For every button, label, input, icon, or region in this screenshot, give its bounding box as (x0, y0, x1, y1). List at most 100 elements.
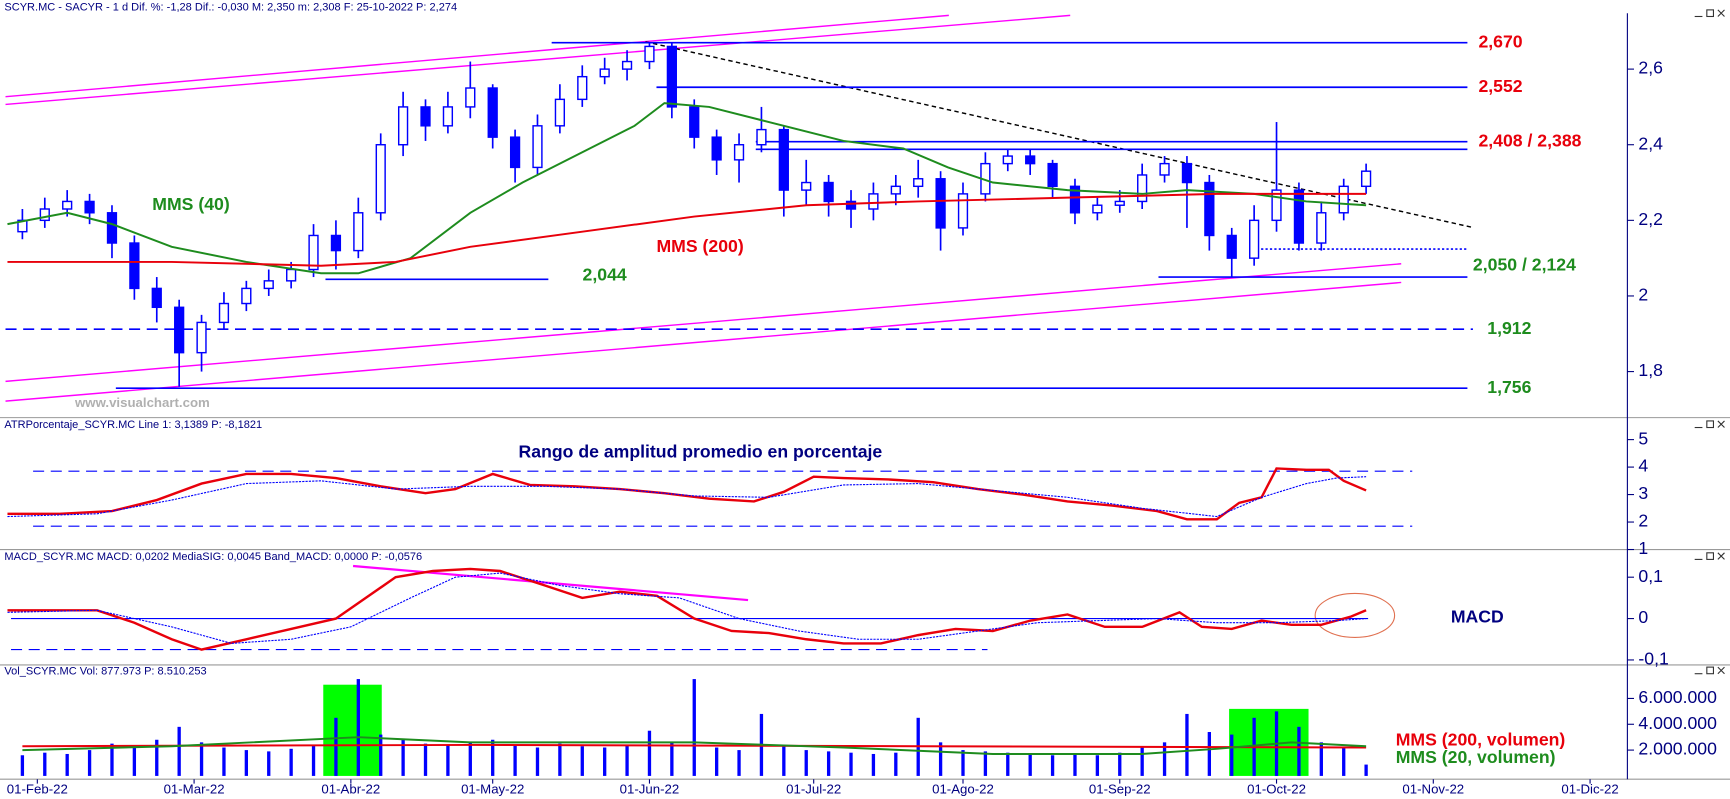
candle-body (801, 181, 812, 191)
channel-lines (5, 14, 1402, 602)
series-label: MMS (200) (656, 236, 743, 256)
candle-body (1025, 155, 1036, 165)
candle-body (778, 128, 789, 191)
highlight-zone (323, 684, 382, 776)
level-label: 2,408 / 2,388 (1478, 130, 1581, 150)
level-label: 2,044 (583, 265, 627, 285)
candle-body (733, 144, 745, 161)
volume-bar (65, 753, 69, 776)
maximize-icon (1706, 9, 1715, 18)
candle-body (890, 185, 901, 195)
volume-bar (1207, 732, 1212, 776)
candle-body (375, 144, 386, 214)
volume-bar (491, 739, 495, 776)
volume-bar (20, 755, 25, 776)
candle-body (1204, 181, 1215, 237)
annotation: MACD (1451, 606, 1504, 626)
volume-bar (558, 743, 562, 776)
volume-bar (625, 744, 629, 776)
candle-body (1002, 155, 1013, 165)
volume-bar (1342, 747, 1346, 776)
panel-header: Vol_SCYR.MC Vol: 877.973 P: 8.510.253 (4, 665, 206, 677)
candle-body (330, 234, 342, 252)
volume-bar (714, 747, 719, 776)
level-label: 2,552 (1478, 76, 1522, 96)
candle-body (397, 106, 409, 146)
plot-layer: SCYR.MC - SACYR - 1 d Dif. %: -1,28 Dif.… (4, 2, 1717, 797)
x-tick-label: 01-Nov-22 (1402, 782, 1464, 797)
volume-bar (423, 743, 428, 776)
candle-body (509, 136, 521, 169)
level-label: 1,756 (1487, 377, 1531, 397)
annotation: www.visualchart.com (74, 395, 210, 410)
volume-bar (603, 747, 607, 776)
panel-title: Rango de amplitud promedio en porcentaje (519, 441, 883, 461)
volume-bar (311, 744, 316, 776)
x-tick-label: 01-May-22 (461, 782, 524, 797)
volume-bar (513, 744, 517, 776)
candle-body (263, 280, 274, 290)
volume-bar (110, 743, 114, 776)
y-tick-label: 4.000.000 (1638, 713, 1717, 733)
maximize-icon (1706, 552, 1715, 560)
level-label: 2,670 (1478, 31, 1522, 51)
y-tick-label: 6.000.000 (1638, 687, 1717, 707)
y-tick-label: 2,6 (1638, 58, 1663, 78)
volume-bar (244, 750, 249, 776)
volume-bar (177, 726, 181, 776)
x-tick-label: 01-Abr-22 (321, 782, 380, 797)
candle-body (151, 287, 162, 309)
candle-body (106, 212, 118, 244)
series-label: MMS (200, volumen) (1396, 729, 1566, 749)
channel-line (5, 14, 1071, 106)
volume-bar (1162, 742, 1167, 776)
candle-body (442, 106, 454, 127)
volume-bar (871, 753, 876, 776)
candle-body (823, 181, 834, 203)
candle-body (1114, 200, 1125, 206)
volume-bar (1297, 726, 1301, 776)
x-tick-label: 01-Mar-22 (164, 782, 225, 797)
candle-body (554, 98, 566, 127)
volume-bar (1095, 755, 1100, 776)
candle-body (62, 200, 73, 210)
candle-body (621, 60, 633, 70)
volume-bar (199, 742, 204, 776)
volume-bar (580, 746, 584, 776)
volume-bar (1073, 753, 1077, 776)
candle-body (1316, 212, 1327, 244)
y-tick-label: -0,1 (1638, 649, 1668, 669)
close-icon (1717, 420, 1725, 428)
volume-bar (334, 717, 338, 776)
volume-bar (446, 744, 450, 776)
candle-body (1249, 219, 1260, 259)
candle-body (532, 125, 543, 169)
x-tick-label: 01-Sep-22 (1089, 782, 1151, 797)
close-icon (1717, 9, 1725, 17)
volume-bar (468, 742, 472, 776)
volume-bar (961, 750, 965, 776)
volume-bar (692, 679, 696, 776)
candle-body (487, 87, 498, 138)
candle-body (308, 234, 319, 271)
x-tick-label: 01-Jul-22 (786, 782, 841, 797)
volume-bar (155, 739, 159, 776)
volume-bar (222, 747, 226, 776)
volume-bar (1230, 734, 1234, 776)
candle-body (218, 302, 230, 324)
candle-body (913, 178, 924, 188)
series-line (7, 102, 1367, 275)
series-line (22, 736, 1367, 755)
volume-bar (804, 750, 808, 776)
candle-body (599, 68, 610, 78)
candle-body (1271, 189, 1282, 222)
close-icon (1717, 552, 1725, 560)
y-tick-label: 4 (1638, 456, 1648, 476)
candle-body (1181, 162, 1193, 184)
level-label: 2,050 / 2,124 (1473, 255, 1576, 275)
candle-body (84, 200, 95, 214)
volume-bar (849, 752, 853, 776)
x-tick-label: 01-Ago-22 (932, 782, 994, 797)
